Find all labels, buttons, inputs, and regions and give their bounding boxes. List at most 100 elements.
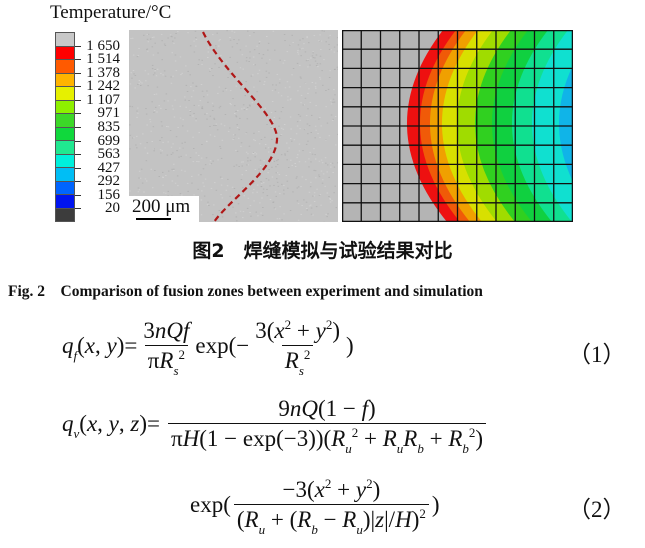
texture-speck xyxy=(328,43,330,45)
texture-speck xyxy=(233,188,236,189)
texture-speck xyxy=(223,125,226,127)
texture-speck xyxy=(306,37,308,39)
texture-speck xyxy=(279,193,281,195)
texture-speck xyxy=(290,98,292,100)
texture-speck xyxy=(277,185,280,187)
texture-speck xyxy=(154,170,156,171)
texture-speck xyxy=(297,50,299,52)
texture-speck xyxy=(254,64,256,66)
texture-speck xyxy=(290,138,292,139)
texture-speck xyxy=(141,82,143,84)
texture-speck xyxy=(249,205,252,207)
colorbar-label: 1 107 xyxy=(86,91,120,108)
math-text: , xyxy=(118,411,131,436)
texture-speck xyxy=(162,141,164,143)
texture-speck xyxy=(151,64,154,66)
texture-speck xyxy=(235,216,238,218)
texture-speck xyxy=(146,180,148,182)
math-text: ) xyxy=(431,492,440,517)
texture-speck xyxy=(310,207,313,209)
texture-speck xyxy=(313,195,316,197)
math-text: R xyxy=(284,348,299,373)
texture-speck xyxy=(296,62,299,64)
texture-speck xyxy=(262,192,264,194)
texture-speck xyxy=(129,148,131,150)
texture-speck xyxy=(233,137,235,139)
texture-speck xyxy=(308,125,311,127)
texture-speck xyxy=(241,108,243,110)
texture-speck xyxy=(180,169,183,171)
texture-speck xyxy=(221,216,224,218)
texture-speck xyxy=(247,157,249,159)
texture-speck xyxy=(259,159,262,161)
texture-speck xyxy=(245,132,248,134)
texture-speck xyxy=(319,194,322,196)
texture-speck xyxy=(192,115,194,117)
texture-speck xyxy=(280,134,283,136)
texture-speck xyxy=(181,142,183,144)
texture-speck xyxy=(331,162,334,164)
texture-speck xyxy=(237,203,240,205)
texture-speck xyxy=(243,109,246,111)
texture-speck xyxy=(312,57,315,59)
texture-speck xyxy=(274,89,277,91)
texture-speck xyxy=(257,73,259,75)
texture-speck xyxy=(245,170,247,171)
texture-speck xyxy=(238,39,240,41)
texture-speck xyxy=(247,197,250,199)
texture-speck xyxy=(208,205,210,206)
texture-speck xyxy=(300,186,302,188)
texture-speck xyxy=(170,76,172,78)
texture-speck xyxy=(307,92,309,94)
texture-speck xyxy=(161,150,163,152)
texture-speck xyxy=(219,176,222,178)
texture-speck xyxy=(242,161,244,163)
texture-speck xyxy=(129,83,132,85)
texture-speck xyxy=(260,181,262,183)
texture-speck xyxy=(313,148,315,150)
texture-speck xyxy=(299,86,301,88)
colorbar-tick xyxy=(75,181,81,183)
subscript: v xyxy=(73,426,80,441)
texture-speck xyxy=(144,147,146,149)
texture-speck xyxy=(309,64,311,66)
texture-speck xyxy=(296,157,298,159)
fraction-denominator: (Ru + (Rb − Ru)|z|/H)2 xyxy=(233,504,429,537)
texture-speck xyxy=(131,77,133,79)
texture-speck xyxy=(252,182,255,184)
texture-speck xyxy=(211,110,214,111)
texture-speck xyxy=(306,209,308,211)
texture-speck xyxy=(308,191,311,193)
colorbar-tick xyxy=(75,59,81,61)
texture-speck xyxy=(294,166,297,167)
texture-speck xyxy=(300,94,303,96)
texture-speck xyxy=(316,188,318,190)
texture-speck xyxy=(281,183,283,185)
texture-speck xyxy=(289,44,291,46)
texture-speck xyxy=(158,176,160,177)
texture-speck xyxy=(214,182,216,184)
texture-speck xyxy=(143,191,145,193)
texture-speck xyxy=(212,75,214,77)
colorbar-swatch xyxy=(56,60,74,74)
colorbar-label: 1 650 xyxy=(86,37,120,54)
texture-speck xyxy=(273,184,275,186)
texture-speck xyxy=(315,87,317,89)
texture-speck xyxy=(246,107,249,108)
texture-speck xyxy=(329,198,331,199)
texture-speck xyxy=(182,125,184,127)
math-text: exp( xyxy=(190,492,231,517)
texture-speck xyxy=(146,48,149,50)
equation-2-line-1: qv(x, y, z)= 9nQ(1 − f) πH(1 − exp(−3))(… xyxy=(62,396,489,456)
texture-speck xyxy=(307,108,309,110)
texture-speck xyxy=(269,185,271,187)
texture-speck xyxy=(152,126,155,128)
fusion-line xyxy=(202,31,279,222)
texture-speck xyxy=(253,49,256,51)
texture-speck xyxy=(306,123,309,125)
texture-speck xyxy=(291,164,293,166)
texture-speck xyxy=(251,102,254,104)
texture-speck xyxy=(326,192,329,194)
texture-speck xyxy=(310,213,313,215)
texture-speck xyxy=(189,74,191,76)
